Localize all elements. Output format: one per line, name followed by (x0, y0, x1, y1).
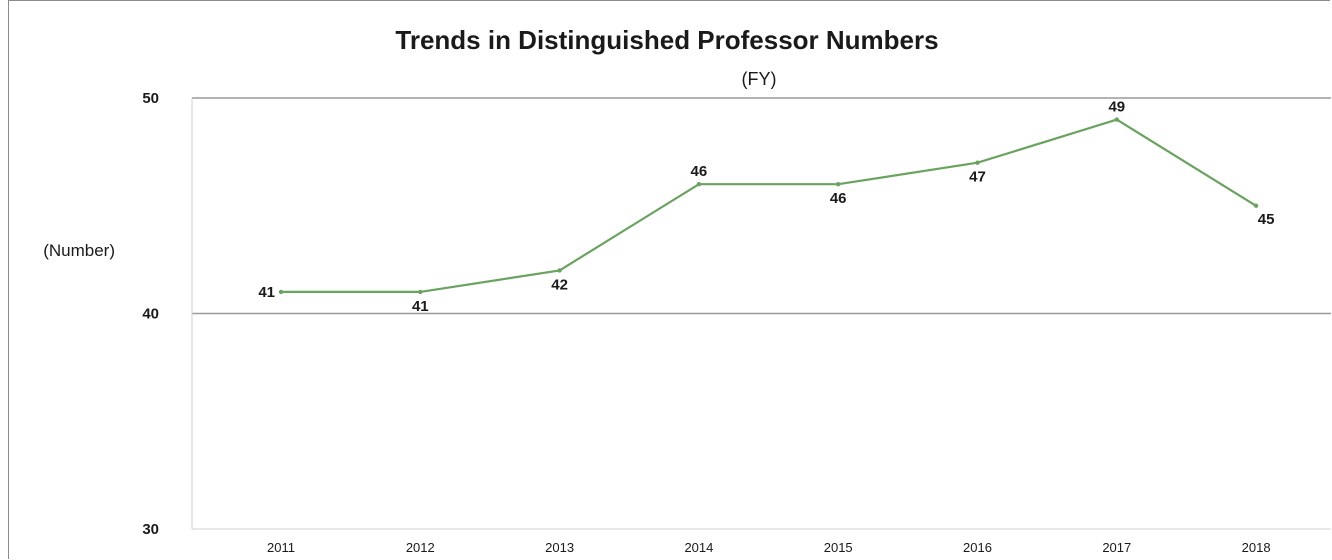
x-tick-label: 2016 (963, 540, 992, 555)
x-tick-label: 2017 (1102, 540, 1131, 555)
x-tick-label: 2013 (545, 540, 574, 555)
x-axis-label: (FY) (742, 69, 777, 89)
chart-title: Trends in Distinguished Professor Number… (395, 25, 938, 55)
series-line (281, 118, 1257, 293)
data-point (557, 268, 562, 273)
y-tick-label: 40 (142, 306, 159, 323)
data-label: 42 (551, 276, 568, 293)
data-label: 46 (691, 163, 708, 180)
y-tick-label: 30 (142, 521, 159, 538)
data-point (1253, 203, 1259, 208)
y-axis-label: (Number) (43, 241, 115, 260)
data-label: 45 (1258, 211, 1275, 228)
data-point (696, 182, 702, 187)
series-layer (278, 117, 1259, 295)
data-point (278, 289, 284, 295)
data-point (1114, 117, 1120, 122)
chart-frame: Trends in Distinguished Professor Number… (8, 0, 1331, 559)
x-tick-label: 2015 (824, 540, 853, 555)
data-point (418, 289, 423, 295)
data-label: 47 (969, 169, 986, 186)
data-point (975, 160, 980, 165)
x-tick-labels: 2011 2012 2013 2014 2015 2016 2017 2018 (267, 540, 1271, 555)
x-tick-label: 2011 (267, 540, 295, 555)
data-label: 46 (830, 190, 847, 207)
x-tick-label: 2018 (1242, 540, 1271, 555)
data-labels: 41 41 42 46 46 47 49 45 (258, 99, 1274, 315)
data-label: 41 (412, 298, 429, 315)
data-label: 49 (1108, 99, 1125, 116)
data-label: 41 (258, 284, 275, 301)
x-tick-label: 2012 (406, 540, 435, 555)
y-tick-label: 50 (142, 90, 159, 107)
y-tick-labels: 30 40 50 (142, 90, 159, 538)
data-point (836, 182, 841, 187)
gridlines (192, 97, 1331, 315)
line-chart: Trends in Distinguished Professor Number… (43, 25, 1331, 555)
x-tick-label: 2014 (684, 540, 713, 555)
